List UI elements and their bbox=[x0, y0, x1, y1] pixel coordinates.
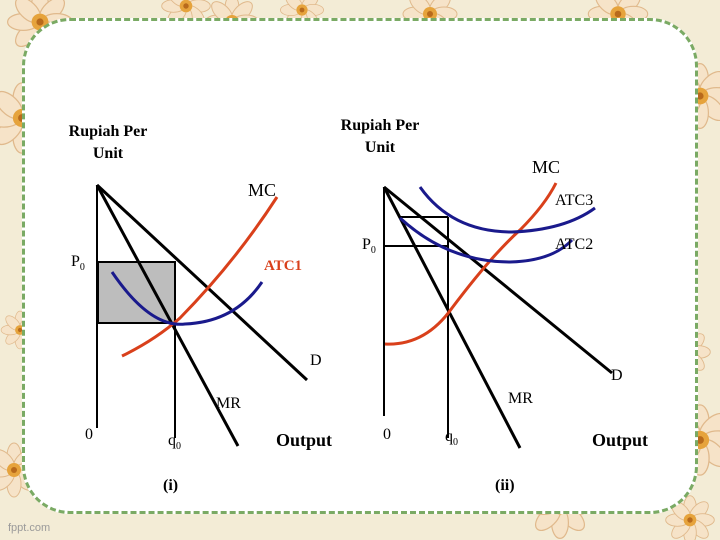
panel-ii-mc-label: MC bbox=[532, 157, 561, 177]
panel-i-y-axis-title: Rupiah Per Unit bbox=[68, 123, 148, 162]
panel-ii-q-label: q0 bbox=[445, 428, 458, 449]
panel-i-mr-label: MR bbox=[216, 395, 241, 412]
panel-ii-atc3-label: ATC3 bbox=[555, 192, 594, 209]
mr-line bbox=[95, 184, 240, 447]
panel-i-x-axis-title: Output bbox=[276, 430, 333, 450]
panel-ii-mr-label: MR bbox=[508, 390, 533, 407]
panel-ii-y-axis-title: Rupiah Per Unit bbox=[340, 117, 420, 156]
panel-i-q-label: q0 bbox=[168, 432, 181, 453]
panel-ii-caption: (ii) bbox=[495, 477, 515, 494]
mc-curve bbox=[121, 196, 279, 358]
panel-ii-demand-label: D bbox=[611, 367, 623, 384]
panel-i-price-label: P0 bbox=[71, 253, 85, 274]
panel-ii-graphics bbox=[382, 182, 613, 449]
panel-i-graphics bbox=[95, 183, 309, 447]
profit-area bbox=[97, 261, 176, 324]
panel-i-origin-label: 0 bbox=[85, 426, 93, 443]
atc3-curve bbox=[418, 186, 596, 234]
atc2-curve bbox=[398, 216, 574, 264]
atc1-curve bbox=[110, 271, 264, 326]
panel-i-caption: (i) bbox=[163, 477, 179, 494]
panel-ii-atc2-label: ATC2 bbox=[555, 236, 594, 253]
panel-ii-x-axis-title: Output bbox=[592, 430, 649, 450]
mr-line bbox=[382, 186, 522, 449]
demand-line bbox=[95, 183, 309, 382]
mc-curve bbox=[384, 182, 558, 346]
panel-i-atc1-label: ATC1 bbox=[264, 258, 303, 274]
panel-ii-origin-label: 0 bbox=[383, 426, 391, 443]
panel-i-demand-label: D bbox=[310, 352, 322, 369]
panel-ii-price-label: P0 bbox=[362, 236, 376, 257]
demand-line bbox=[383, 185, 613, 375]
panel-i-mc-label: MC bbox=[248, 180, 277, 200]
watermark: fppt.com bbox=[8, 522, 51, 534]
